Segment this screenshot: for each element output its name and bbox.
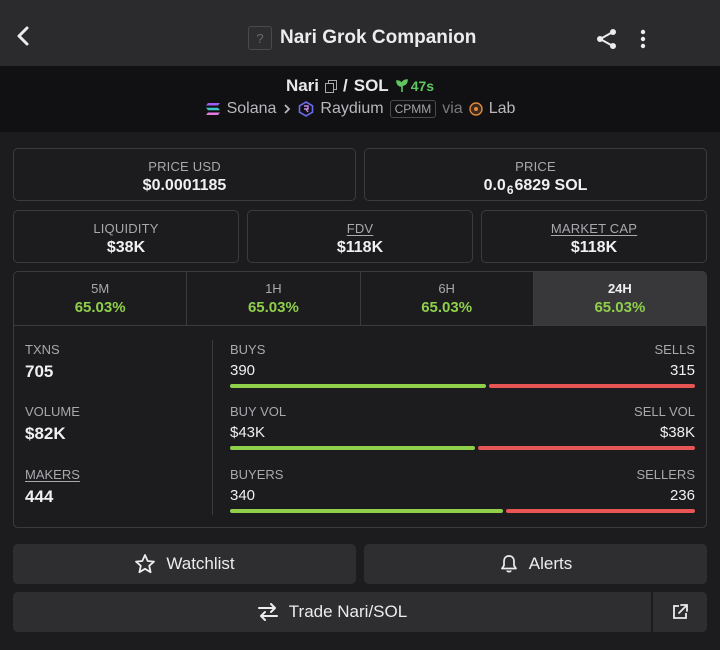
page-title: Nari Grok Companion (280, 27, 477, 48)
tab-label: 6H (438, 281, 455, 296)
buyers-value: 340 (230, 487, 256, 504)
stats-panel: TXNS 705 VOLUME $82K MAKERS 444 BUYS SEL… (13, 325, 707, 528)
liquidity-value: $38K (106, 239, 146, 256)
price-native-label: PRICE (515, 159, 556, 174)
price-native-zero-count: 6 (506, 183, 514, 197)
pair-separator: / (343, 76, 348, 95)
trade-button[interactable]: Trade Nari/SOL (13, 592, 651, 632)
market-cap-value: $118K (570, 239, 618, 256)
tab-label: 1H (265, 281, 282, 296)
timeframe-tabs: 5M 65.03% 1H 65.03% 6H 65.03% 24H 65.03% (13, 271, 707, 326)
price-native-digits: 6829 (514, 177, 551, 194)
swap-icon (257, 603, 278, 621)
bell-icon (500, 555, 517, 573)
tab-label: 5M (91, 281, 110, 296)
pair-name-row: Nari / SOL 47s (0, 76, 720, 96)
market-cap-box: MARKET CAP $118K (481, 210, 707, 263)
price-native-prefix: 0.0 (483, 177, 506, 194)
star-icon (135, 554, 156, 574)
open-external-button[interactable] (653, 592, 707, 632)
price-native-value: 0.066829 SOL (365, 177, 706, 197)
sellers-label: SELLERS (636, 467, 695, 482)
fdv-value: $118K (336, 239, 384, 256)
chain-name[interactable]: Solana (226, 100, 277, 117)
pool-type-badge: CPMM (389, 100, 437, 118)
seedling-icon (395, 79, 408, 92)
more-vertical-icon (640, 29, 646, 49)
launchpad-name[interactable]: Lab (488, 100, 516, 117)
watchlist-button[interactable]: Watchlist (13, 544, 356, 584)
tab-change: 65.03% (594, 299, 646, 316)
fdv-box: FDV $118K (247, 210, 473, 263)
sells-value: 315 (669, 362, 695, 379)
buy-vol-label: BUY VOL (230, 404, 287, 419)
market-cap-label[interactable]: MARKET CAP (550, 221, 638, 236)
buy-vol-bar (230, 446, 475, 450)
buys-label: BUYS (230, 342, 266, 357)
liquidity-label: LIQUIDITY (93, 221, 159, 236)
pair-route-row: Solana Raydium CPMM via Lab (0, 100, 720, 118)
price-usd-label: PRICE USD (148, 159, 221, 174)
alerts-button[interactable]: Alerts (364, 544, 707, 584)
sell-vol-label: SELL VOL (634, 404, 695, 419)
pair-age: 47s (395, 78, 434, 94)
more-menu-button[interactable] (635, 28, 651, 50)
volume-label: VOLUME (25, 404, 80, 419)
txns-value: 705 (25, 362, 54, 381)
via-label: via (442, 100, 463, 117)
buys-value: 390 (230, 362, 256, 379)
tab-1h[interactable]: 1H 65.03% (187, 272, 361, 326)
stats-divider (212, 340, 213, 515)
copy-icon[interactable] (325, 79, 338, 93)
tab-label: 24H (607, 281, 632, 296)
price-native-unit: SOL (554, 177, 588, 194)
trade-label: Trade Nari/SOL (288, 602, 408, 621)
share-button[interactable] (596, 28, 618, 50)
quote-token-symbol: SOL (353, 76, 389, 95)
buy-vol-value: $43K (230, 424, 266, 441)
liquidity-box: LIQUIDITY $38K (13, 210, 239, 263)
top-bar: ? Nari Grok Companion (0, 0, 720, 66)
dex-name[interactable]: Raydium (320, 100, 384, 117)
sells-label: SELLS (654, 342, 695, 357)
external-link-icon (673, 604, 688, 619)
chevron-right-icon (284, 104, 291, 114)
title-group: ? Nari Grok Companion (248, 26, 476, 50)
solana-icon (205, 103, 220, 115)
txns-label: TXNS (25, 342, 60, 357)
makers-label[interactable]: MAKERS (25, 467, 80, 482)
watchlist-label: Watchlist (166, 554, 235, 573)
tab-change: 65.03% (74, 299, 126, 316)
token-logo-placeholder: ? (248, 26, 272, 50)
base-token-symbol: Nari (285, 76, 320, 95)
raydium-icon (299, 101, 314, 117)
tab-24h[interactable]: 24H 65.03% (533, 272, 706, 326)
buyers-bar (230, 509, 503, 513)
tab-5m[interactable]: 5M 65.03% (14, 272, 188, 326)
lab-icon (468, 102, 483, 116)
price-usd-box: PRICE USD $0.0001185 (13, 148, 356, 201)
share-icon (597, 29, 616, 49)
pair-age-value: 47s (410, 78, 435, 94)
buys-bar (230, 384, 486, 388)
tab-change: 65.03% (247, 299, 299, 316)
pair-header: Nari / SOL 47s Solana Raydium CPMM via L… (0, 66, 720, 132)
sellers-value: 236 (669, 487, 695, 504)
sell-vol-value: $38K (659, 424, 695, 441)
sells-bar (488, 384, 695, 388)
tab-change: 65.03% (421, 299, 473, 316)
price-native-box: PRICE 0.066829 SOL (364, 148, 707, 201)
sellers-bar (505, 509, 695, 513)
price-usd-value: $0.0001185 (142, 177, 227, 194)
buyers-label: BUYERS (230, 467, 284, 482)
volume-value: $82K (25, 424, 66, 443)
tab-6h[interactable]: 6H 65.03% (361, 272, 534, 326)
makers-value: 444 (25, 487, 54, 506)
chevron-left-icon (17, 26, 29, 46)
sell-vol-bar (477, 446, 695, 450)
alerts-label: Alerts (528, 554, 573, 573)
back-button[interactable] (10, 22, 38, 50)
fdv-label[interactable]: FDV (346, 221, 374, 236)
